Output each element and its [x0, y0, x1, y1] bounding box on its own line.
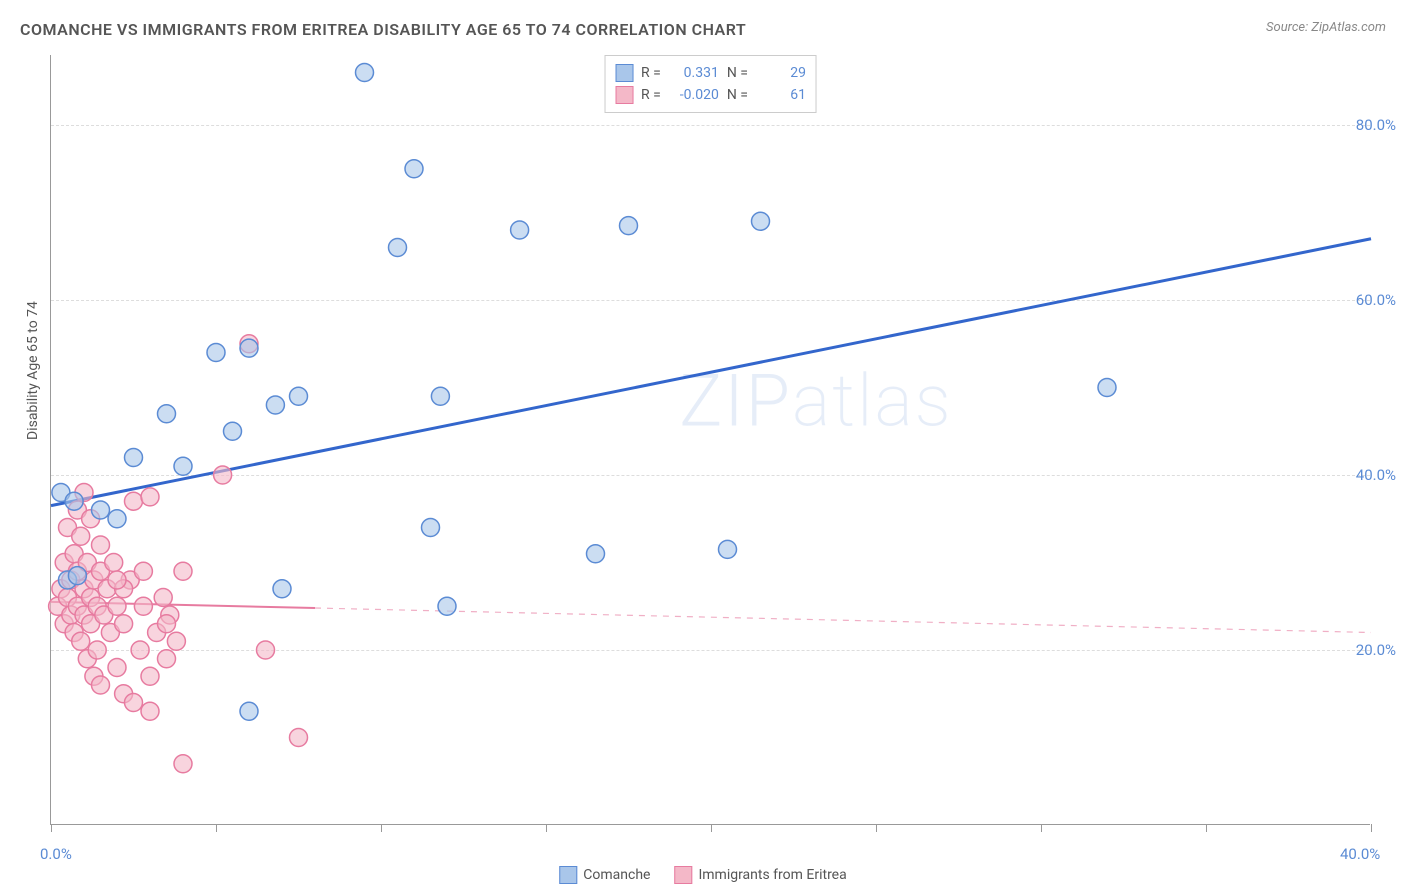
plot-area: ZIPatlas R = 0.331 N = 29 R = -0.020 N =…: [50, 55, 1370, 825]
legend-r-label: R =: [641, 87, 661, 103]
tick-x: [216, 824, 217, 832]
chart-title: COMANCHE VS IMMIGRANTS FROM ERITREA DISA…: [20, 20, 746, 39]
tick-x: [1041, 824, 1042, 832]
series-legend: Comanche Immigrants from Eritrea: [559, 866, 846, 884]
x-tick-label: 40.0%: [1340, 845, 1380, 863]
tick-x: [1206, 824, 1207, 832]
legend-row: R = -0.020 N = 61: [615, 84, 806, 106]
correlation-legend: R = 0.331 N = 29 R = -0.020 N = 61: [604, 55, 817, 113]
legend-r-value: -0.020: [669, 87, 719, 103]
legend-swatch: [615, 64, 633, 82]
legend-n-label: N =: [727, 87, 748, 103]
legend-item: Immigrants from Eritrea: [674, 866, 846, 884]
legend-r-label: R =: [641, 65, 661, 81]
legend-item: Comanche: [559, 866, 650, 884]
scatter-plot: [51, 55, 1370, 824]
tick-x: [51, 824, 52, 832]
x-tick-label: 0.0%: [40, 845, 72, 863]
y-tick-label: 60.0%: [1356, 291, 1396, 309]
legend-swatch: [615, 86, 633, 104]
legend-label: Immigrants from Eritrea: [698, 867, 846, 883]
y-axis-label: Disability Age 65 to 74: [25, 301, 41, 440]
tick-x: [381, 824, 382, 832]
tick-x: [1371, 824, 1372, 832]
tick-x: [876, 824, 877, 832]
legend-swatch: [674, 866, 692, 884]
legend-n-label: N =: [727, 65, 748, 81]
source-attribution: Source: ZipAtlas.com: [1266, 20, 1386, 35]
legend-r-value: 0.331: [669, 65, 719, 81]
tick-x: [546, 824, 547, 832]
y-tick-label: 80.0%: [1356, 116, 1396, 134]
legend-row: R = 0.331 N = 29: [615, 62, 806, 84]
legend-n-value: 29: [756, 65, 806, 81]
legend-n-value: 61: [756, 87, 806, 103]
legend-swatch: [559, 866, 577, 884]
y-tick-label: 20.0%: [1356, 641, 1396, 659]
legend-label: Comanche: [583, 867, 650, 883]
tick-x: [711, 824, 712, 832]
y-tick-label: 40.0%: [1356, 466, 1396, 484]
